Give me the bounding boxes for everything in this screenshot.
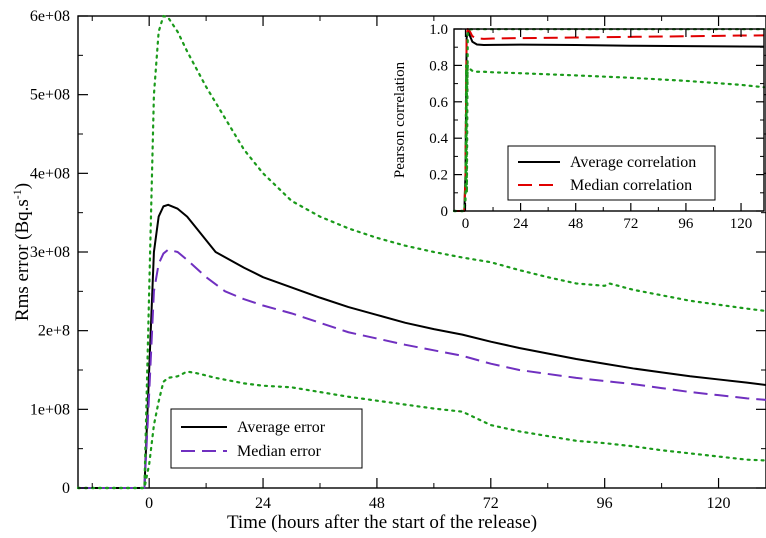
inset-legend-box <box>507 145 716 201</box>
inset-x-tick-label: 96 <box>678 216 694 232</box>
inset-x-tick-label: 0 <box>462 216 470 232</box>
main-y-tick-label: 6e+08 <box>30 8 70 25</box>
main-series-bound-2 <box>76 14 766 490</box>
main-axes: 0 24 48 72 96 120 0 1e+08 2e+8 3e+08 4e+08 5e+08 6e+… <box>30 8 766 512</box>
main-x-tick-label: 72 <box>483 495 499 512</box>
main-y-tick-label: 1e+08 <box>30 401 70 418</box>
main-x-tick-label: 48 <box>369 495 385 512</box>
main-y-tick-label: 5e+08 <box>30 87 70 104</box>
main-series-bound-3 <box>76 370 766 490</box>
inset-legend-label: Median correlation <box>570 177 692 194</box>
inset-x-tick-label: 48 <box>568 216 583 232</box>
main-y-tick-label: 4e+08 <box>30 165 70 182</box>
main-chart: 0 24 48 72 96 120 0 1e+08 2e+8 3e+08 4e+08 5e+08 6e+… <box>10 8 766 533</box>
main-y-axis-label: Rms error (Bq.s-1) <box>10 183 33 321</box>
main-legend-label: Average error <box>237 419 326 436</box>
inset-x-tick-label: 72 <box>623 216 638 232</box>
inset-y-axis-label: Pearson correlation <box>392 61 408 178</box>
main-y-tick-label: 2e+8 <box>38 323 70 340</box>
main-y-axis-label-close: ) <box>12 183 33 189</box>
main-series-average-error <box>78 203 766 489</box>
main-x-tick-label: 0 <box>145 495 153 512</box>
inset-x-tick-label: 120 <box>730 216 753 232</box>
main-x-tick-label: 96 <box>597 495 613 512</box>
main-series-median-error <box>78 248 766 489</box>
main-y-axis-label-main: Rms error (Bq.s <box>12 199 33 321</box>
main-x-tick-label: 120 <box>707 495 731 512</box>
main-series-group <box>76 14 766 490</box>
main-legend-box <box>170 408 363 469</box>
main-y-tick-label: 3e+08 <box>30 244 70 261</box>
main-legend-label: Median error <box>237 443 322 460</box>
inset-x-tick-label: 24 <box>513 216 529 232</box>
main-y-tick-label: 0 <box>62 480 70 497</box>
inset-y-tick-label: 0 <box>441 204 449 220</box>
inset-y-tick-label: 0.8 <box>429 58 448 74</box>
inset-legend: Average correlation Median correlation <box>507 145 716 201</box>
main-x-axis-label: Time (hours after the start of the relea… <box>227 512 537 533</box>
inset-chart: 0 24 48 72 96 120 0 0.2 0.4 0.6 0.8 1.0 Pearson cor… <box>392 22 766 232</box>
inset-legend-label: Average correlation <box>570 154 696 171</box>
inset-y-tick-label: 0.4 <box>429 131 448 147</box>
main-legend: Average error Median error <box>170 408 363 469</box>
main-x-tick-label: 24 <box>255 495 271 512</box>
inset-y-tick-label: 0.6 <box>429 95 448 111</box>
inset-series-bound-2 <box>452 64 766 213</box>
main-y-axis-label-exponent: -1 <box>10 189 24 199</box>
inset-y-tick-label: 0.2 <box>429 168 448 184</box>
inset-y-tick-label: 1.0 <box>429 22 448 38</box>
inset-axes: 0 24 48 72 96 120 0 0.2 0.4 0.6 0.8 1.0 <box>429 22 764 232</box>
